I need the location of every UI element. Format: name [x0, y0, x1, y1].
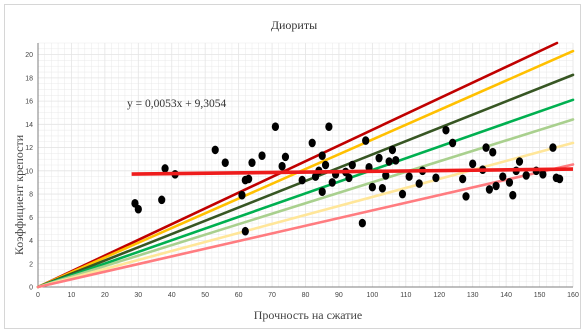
data-point	[318, 187, 326, 197]
axes	[37, 43, 573, 288]
data-point	[392, 156, 400, 165]
data-point	[238, 190, 246, 200]
x-tick-label: 40	[168, 292, 176, 299]
x-tick-label: 110	[400, 292, 411, 299]
data-point	[245, 174, 253, 184]
y-tick-label: 4	[29, 238, 33, 245]
y-axis-label: Коэффициент крепости	[12, 134, 26, 255]
y-tick-label: 16	[25, 99, 33, 106]
data-point	[556, 174, 564, 184]
data-point	[492, 181, 500, 191]
x-tick-label: 50	[201, 292, 209, 299]
data-point	[158, 195, 166, 205]
x-tick-label: 160	[567, 292, 579, 299]
data-point	[515, 157, 524, 166]
reference-line	[36, 49, 575, 289]
data-point	[365, 163, 373, 172]
data-point	[549, 143, 557, 152]
data-point	[375, 153, 383, 163]
x-tick-label: 140	[500, 292, 512, 299]
data-point	[499, 172, 507, 181]
x-tick-label: 60	[235, 292, 243, 299]
data-point	[345, 173, 353, 183]
y-tick-label: 6	[29, 215, 33, 222]
data-point	[489, 147, 497, 157]
y-tick-labels: 0 2 4 6 8 10 12 14 16 18 20	[25, 52, 33, 291]
trend-line	[131, 167, 574, 176]
data-point	[388, 145, 397, 155]
data-point	[221, 158, 229, 167]
data-point	[325, 122, 333, 131]
data-point	[211, 145, 219, 155]
data-point	[415, 179, 423, 188]
data-point	[278, 161, 286, 171]
data-point	[385, 157, 393, 166]
data-point	[321, 160, 330, 170]
data-point	[241, 226, 249, 236]
reference-line	[36, 41, 559, 289]
data-point	[378, 183, 387, 193]
data-point	[382, 171, 390, 180]
data-point	[298, 175, 306, 185]
data-point	[362, 136, 370, 145]
y-tick-label: 14	[25, 122, 33, 129]
data-point	[134, 204, 142, 214]
data-point	[539, 169, 547, 179]
data-point	[459, 174, 467, 184]
data-point	[318, 151, 326, 161]
data-point	[509, 190, 517, 200]
y-tick-label: 18	[25, 75, 33, 82]
x-tick-label: 20	[101, 292, 109, 299]
x-axis-label: Прочность на сжатие	[254, 308, 363, 322]
trend-equation: y = 0,0053x + 9,3054	[127, 98, 226, 110]
y-tick-label: 10	[25, 168, 33, 175]
y-tick-label: 0	[29, 285, 33, 292]
data-point	[485, 185, 494, 194]
data-point	[432, 173, 440, 183]
data-point	[358, 218, 366, 228]
x-tick-label: 150	[534, 292, 546, 299]
trend-line-group	[131, 167, 574, 176]
x-tick-label: 70	[268, 292, 276, 299]
data-point	[398, 189, 407, 199]
data-point	[449, 138, 457, 148]
data-point	[308, 138, 316, 148]
data-point	[248, 158, 256, 167]
data-point	[258, 151, 266, 161]
data-point	[348, 160, 356, 170]
y-tick-label: 12	[25, 145, 33, 152]
data-point	[505, 178, 514, 187]
data-point	[442, 125, 450, 135]
data-point	[482, 143, 490, 152]
x-tick-label: 90	[335, 292, 343, 299]
data-point	[405, 172, 413, 181]
x-tick-label: 100	[367, 292, 379, 299]
y-tick-label: 2	[29, 261, 33, 268]
reference-line	[36, 163, 575, 289]
data-point	[281, 152, 290, 162]
x-tick-label: 0	[36, 292, 40, 299]
x-tick-label: 130	[467, 292, 479, 299]
x-tick-label: 80	[302, 292, 310, 299]
reference-line	[36, 98, 575, 289]
data-point	[462, 192, 470, 201]
data-point	[469, 159, 477, 169]
data-point	[522, 171, 530, 180]
data-point	[161, 164, 169, 173]
data-point	[271, 122, 280, 131]
x-tick-label: 10	[68, 292, 76, 299]
y-tick-label: 20	[25, 52, 33, 59]
x-tick-labels: 0 10 20 30 40 50 60 70 80 90 100 110 120 130 140 150 160	[36, 292, 579, 299]
data-point	[328, 178, 336, 187]
data-point	[368, 182, 376, 192]
x-tick-label: 30	[134, 292, 142, 299]
chart-title: Диориты	[271, 18, 317, 32]
x-tick-label: 120	[433, 292, 445, 299]
y-tick-label: 8	[29, 192, 33, 199]
